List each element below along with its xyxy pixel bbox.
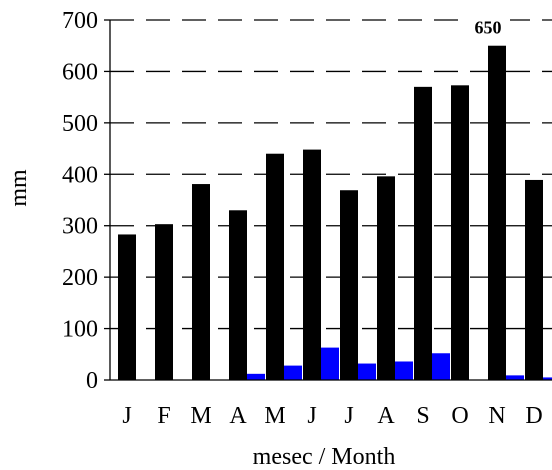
y-tick-label: 600 — [62, 59, 98, 85]
x-tick-label: D — [525, 403, 542, 429]
bar — [155, 224, 173, 380]
bar — [118, 234, 136, 380]
grid-lines — [110, 19, 552, 330]
bars — [118, 45, 552, 381]
annotation-bg — [466, 15, 510, 40]
bar — [229, 210, 247, 380]
x-tick-label: F — [157, 403, 170, 429]
x-tick-label: S — [416, 403, 429, 429]
x-tick-label: M — [190, 403, 211, 429]
x-tick-label: A — [377, 403, 395, 429]
x-tick-label: J — [344, 403, 353, 429]
bar — [358, 363, 376, 380]
bar — [284, 365, 302, 380]
bar — [395, 361, 413, 380]
bar — [451, 85, 469, 381]
bar — [488, 45, 506, 380]
y-tick-label: 100 — [62, 317, 98, 343]
x-tick-label: J — [307, 403, 316, 429]
x-tick-label: O — [451, 403, 468, 429]
bar — [266, 153, 284, 380]
bar — [192, 184, 210, 380]
annotations: 650 — [466, 15, 510, 40]
bar — [303, 149, 321, 380]
bar — [247, 373, 265, 380]
bar — [432, 353, 450, 380]
y-tick-label: 0 — [86, 368, 98, 394]
bar — [377, 176, 395, 380]
bar — [543, 377, 552, 380]
bar — [414, 86, 432, 380]
y-axis-label: mm — [6, 169, 32, 207]
x-tick-label: M — [264, 403, 285, 429]
x-tick-label: J — [122, 403, 131, 429]
axes — [104, 19, 552, 381]
x-tick-label: N — [488, 403, 505, 429]
y-tick-labels: 0 100 200 300 400 500 600 700 — [62, 8, 98, 394]
y-tick-label: 400 — [62, 162, 98, 188]
bar — [340, 190, 358, 380]
y-tick-label: 300 — [62, 214, 98, 240]
bar — [525, 179, 543, 380]
x-axis-label: mesec / Month — [253, 444, 396, 470]
x-tick-label: A — [229, 403, 247, 429]
bar — [506, 375, 524, 380]
y-tick-label: 500 — [62, 111, 98, 137]
y-tick-label: 700 — [62, 8, 98, 34]
y-tick-label: 200 — [62, 265, 98, 291]
data-label: 650 — [475, 18, 502, 38]
bar — [321, 347, 339, 380]
